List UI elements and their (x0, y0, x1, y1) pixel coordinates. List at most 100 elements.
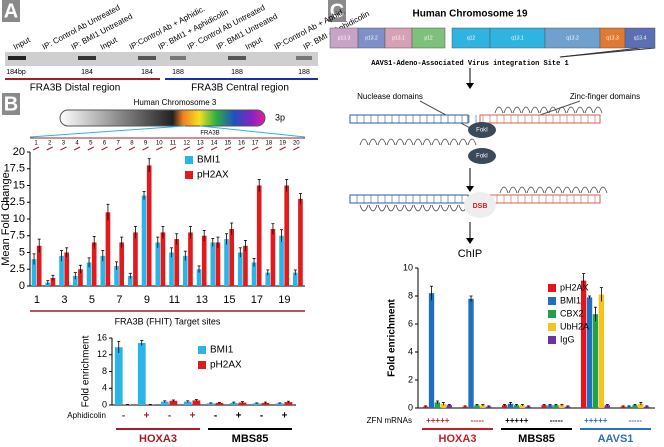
bar (270, 229, 276, 286)
row-label: Aphidicolin (67, 411, 106, 420)
band-label: q13.4 (634, 35, 647, 41)
zinc-finger (377, 204, 387, 212)
bar (174, 239, 180, 286)
band-size: 188 (298, 69, 310, 76)
y-tick-label: 10 (13, 213, 25, 225)
zinc-finger (593, 106, 603, 114)
y-tick-label: 5 (19, 246, 25, 258)
bar (215, 402, 224, 405)
zinc-finger (467, 138, 477, 146)
bar (474, 405, 480, 408)
zinc-finger (521, 106, 531, 114)
x-tick-label: + (282, 411, 288, 422)
zinc-finger (584, 106, 594, 114)
zinc-finger (404, 204, 414, 212)
bar (275, 403, 284, 405)
x-tick-label: - (214, 411, 217, 422)
zinc-finger (539, 106, 549, 114)
zinc-finger (422, 138, 432, 146)
site-number: 16 (238, 141, 245, 147)
site-number: 14 (211, 141, 218, 147)
bar (513, 405, 520, 408)
chromosome-title: Human Chromosome 19 (412, 9, 527, 20)
x-tick-label: ----- (629, 416, 643, 425)
bar (50, 277, 56, 286)
bar (215, 242, 221, 286)
y-tick-label: 12 (97, 349, 107, 359)
bar (446, 405, 452, 408)
band-label: q13.3 (606, 35, 619, 41)
x-tick-label: ----- (471, 416, 485, 425)
bar (598, 294, 605, 408)
bar (480, 405, 486, 408)
bar (604, 405, 610, 408)
site-tick (60, 146, 67, 151)
zinc-finger (413, 204, 423, 212)
zinc-finger (386, 138, 396, 146)
band-label: p13.2 (365, 35, 378, 41)
x-tick-label: 7 (116, 294, 122, 306)
zinc-finger (458, 138, 468, 146)
bar (127, 275, 133, 286)
bar (229, 229, 235, 286)
x-tick-label: 11 (169, 294, 180, 306)
y-tick-label: 4 (408, 346, 413, 356)
y-tick-label: 4 (102, 383, 107, 393)
bar (119, 242, 125, 286)
bar (553, 405, 559, 408)
pointer (559, 47, 656, 58)
bar (64, 252, 70, 286)
legend-swatch (548, 323, 556, 331)
band-label: p13.3 (338, 35, 351, 41)
site-tick (46, 146, 53, 151)
site-label: AAVS1-Adeno-Associated Virus integration… (371, 60, 568, 68)
site-number: 15 (224, 141, 231, 147)
bar (252, 403, 261, 405)
bar (201, 235, 207, 286)
dna-strand (479, 114, 601, 124)
legend-label: BMI1 (210, 345, 234, 356)
site-tick (293, 146, 300, 151)
zinc-finger (535, 186, 545, 194)
band-size: 184bp (6, 69, 26, 76)
bar (114, 347, 123, 405)
band-size: 188 (231, 69, 243, 76)
zinc-finger (575, 106, 585, 114)
y-tick-label: 8 (408, 290, 413, 300)
band-label: p13.1 (392, 35, 405, 41)
site-tick (101, 146, 108, 151)
gel-band (228, 56, 246, 60)
bar (114, 265, 119, 286)
zinc-finger (530, 106, 540, 114)
domain-label: Zinc-finger domains (570, 92, 640, 101)
bar (592, 314, 599, 408)
x-tick-label: + (144, 411, 150, 422)
group-label: HOXA3 (439, 433, 477, 445)
y-tick-label: 8 (102, 366, 107, 376)
site-number: 6 (103, 141, 107, 147)
zinc-finger (440, 204, 450, 212)
lane-label: Input (12, 35, 33, 52)
region-label: FRA3B Distal region (30, 83, 121, 94)
dna-strand (349, 114, 469, 124)
bar (146, 165, 152, 286)
gel-band (78, 56, 96, 60)
zoom-line (29, 125, 186, 138)
zinc-finger (404, 138, 414, 146)
panel-a-box (2, 0, 20, 22)
bar (261, 402, 270, 405)
chip-label: ChIP (458, 248, 482, 260)
arrowhead (466, 238, 474, 244)
zinc-finger (580, 186, 590, 194)
legend-swatch (185, 171, 193, 179)
legend-label: IgG (560, 334, 575, 344)
arm-label: 3p (275, 112, 285, 122)
y-axis-label: Mean Fold Change (0, 172, 12, 266)
zinc-finger (566, 106, 576, 114)
domain-label: Nuclease domains (357, 92, 423, 101)
legend-swatch (198, 361, 206, 369)
zinc-finger (598, 186, 608, 194)
site-number: 12 (183, 141, 190, 147)
y-tick-label: 20 (13, 146, 25, 158)
